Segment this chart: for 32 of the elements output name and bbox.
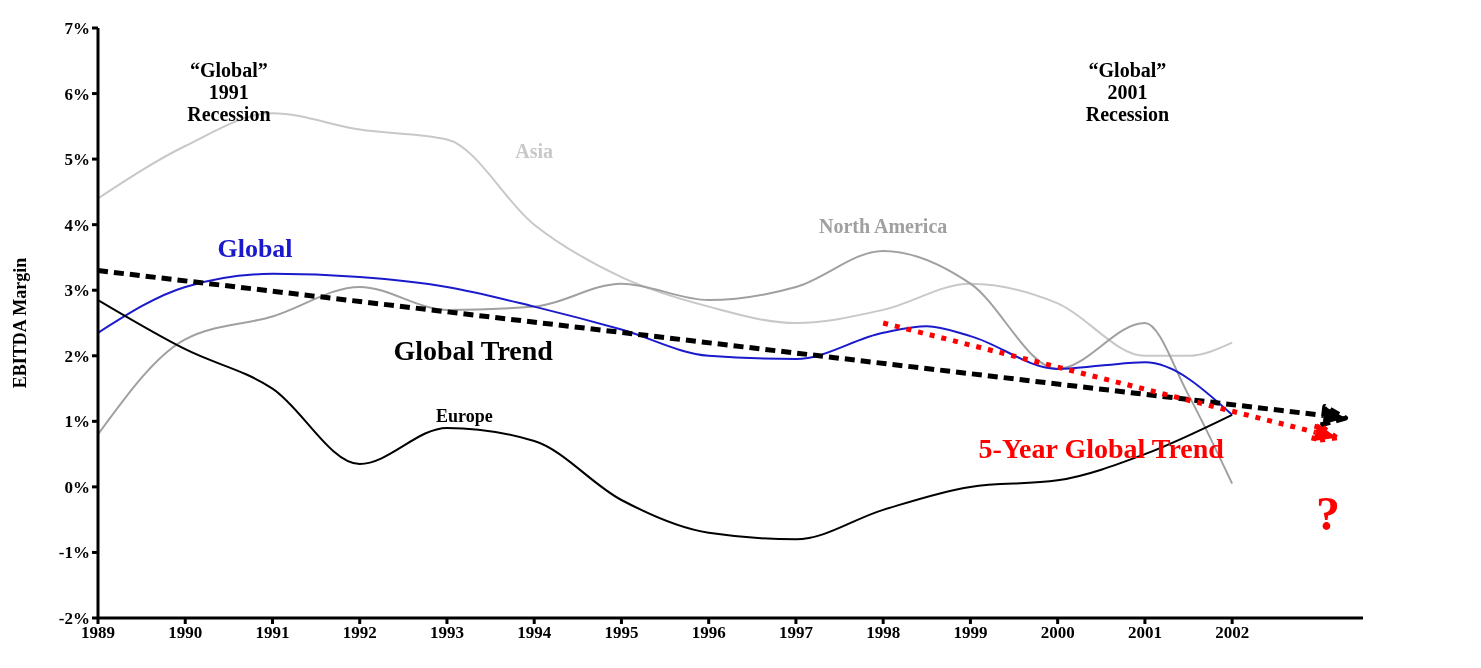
series-label: Global xyxy=(216,234,294,264)
x-tick-label: 1996 xyxy=(691,623,726,643)
y-tick-label: 6% xyxy=(64,84,90,104)
x-tick-label: 1999 xyxy=(953,623,988,643)
x-tick-label: 2001 xyxy=(1127,623,1162,643)
y-tick-label: 2% xyxy=(64,346,90,366)
x-tick-label: 1995 xyxy=(604,623,639,643)
y-tick-label: 3% xyxy=(64,281,90,301)
x-tick-label: 1990 xyxy=(168,623,203,643)
y-axis-title: EBITDA Margin xyxy=(10,257,31,389)
y-tick-label: 7% xyxy=(64,19,90,39)
x-tick-label: 2000 xyxy=(1040,623,1075,643)
x-tick-label: 1994 xyxy=(517,623,552,643)
y-tick-label: 0% xyxy=(64,477,90,497)
x-tick-label: 1997 xyxy=(778,623,814,643)
annotation: “Global” 2001 Recession xyxy=(1084,58,1171,125)
x-tick-label: 2002 xyxy=(1215,623,1250,643)
annotation: ? xyxy=(1315,486,1342,541)
x-tick-label: 1991 xyxy=(255,623,290,643)
series-label: Europe xyxy=(435,406,494,427)
y-tick-label: 1% xyxy=(64,412,90,432)
y-tick-label: 4% xyxy=(64,215,90,235)
y-tick-label: 5% xyxy=(64,150,90,170)
series-label: North America xyxy=(818,214,949,237)
x-tick-label: 1992 xyxy=(342,623,377,643)
x-tick-label: 1993 xyxy=(429,623,464,643)
x-tick-label: 1989 xyxy=(81,623,115,643)
annotation: 5-Year Global Trend xyxy=(977,433,1225,465)
annotation: Global Trend xyxy=(392,334,554,367)
y-tick-label: -1% xyxy=(58,543,90,563)
x-tick-label: 1998 xyxy=(866,623,901,643)
annotation: “Global” 1991 Recession xyxy=(186,58,272,125)
